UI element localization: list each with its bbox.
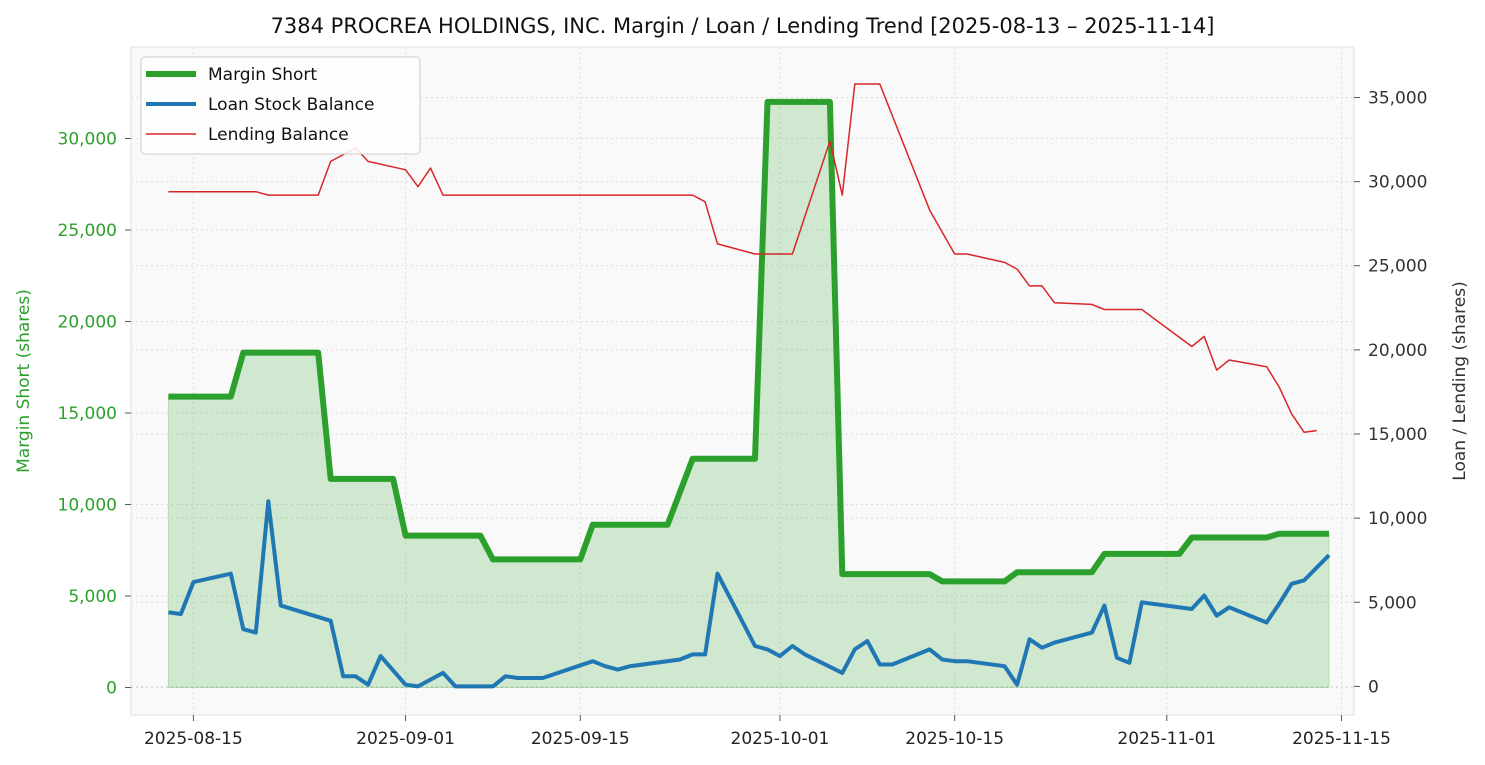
legend-label-loan-stock-balance: Loan Stock Balance xyxy=(208,95,374,115)
y-left-axis: 0 5,000 10,000 15,000 20,000 25,000 30,000 xyxy=(58,130,131,699)
x-tick-label: 2025-10-01 xyxy=(731,729,830,749)
x-tick-label: 2025-11-01 xyxy=(1117,729,1216,749)
y-right-tick-label: 20,000 xyxy=(1368,341,1427,361)
y-right-tick-label: 15,000 xyxy=(1368,425,1427,445)
y-left-tick-label: 25,000 xyxy=(58,221,117,241)
line-layer xyxy=(168,83,1331,689)
x-axis: 2025-08-15 2025-09-01 2025-09-15 2025-10-01… xyxy=(144,715,1391,749)
y-right-tick-label: 30,000 xyxy=(1368,173,1427,193)
y-left-tick-label: 30,000 xyxy=(58,130,117,150)
y-left-axis-title: Margin Short (shares) xyxy=(14,289,34,473)
y-left-tick-label: 0 xyxy=(106,679,117,699)
margin-short-line xyxy=(168,98,1329,585)
y-left-tick-label: 10,000 xyxy=(58,496,117,516)
legend-box xyxy=(140,56,421,155)
y-right-axis: 0 5,000 10,000 15,000 20,000 25,000 30,000 35,0… xyxy=(1354,88,1427,697)
y-right-tick-label: 25,000 xyxy=(1368,257,1427,277)
y-left-tick-label: 15,000 xyxy=(58,404,117,424)
grid xyxy=(131,47,1354,715)
chart-title: 7384 PROCREA HOLDINGS, INC. Margin / Loa… xyxy=(271,14,1215,38)
x-tick-label: 2025-08-15 xyxy=(144,729,243,749)
x-tick-label: 2025-09-01 xyxy=(356,729,455,749)
y-right-tick-label: 5,000 xyxy=(1368,593,1417,613)
legend-label-lending-balance: Lending Balance xyxy=(208,125,349,145)
legend-label-margin-short: Margin Short xyxy=(208,65,317,85)
loan-stock-balance-line xyxy=(168,499,1331,689)
legend: Margin Short Loan Stock Balance Lending … xyxy=(140,56,421,155)
y-right-axis-title: Loan / Lending (shares) xyxy=(1450,281,1470,480)
y-right-tick-label: 35,000 xyxy=(1368,88,1427,108)
y-left-tick-label: 5,000 xyxy=(68,587,117,607)
y-left-tick-label: 20,000 xyxy=(58,313,117,333)
x-tick-label: 2025-11-15 xyxy=(1292,729,1391,749)
x-tick-label: 2025-10-15 xyxy=(905,729,1004,749)
lending-balance-line xyxy=(168,83,1317,434)
x-tick-label: 2025-09-15 xyxy=(531,729,630,749)
y-right-tick-label: 0 xyxy=(1368,677,1379,697)
y-right-tick-label: 10,000 xyxy=(1368,509,1427,529)
